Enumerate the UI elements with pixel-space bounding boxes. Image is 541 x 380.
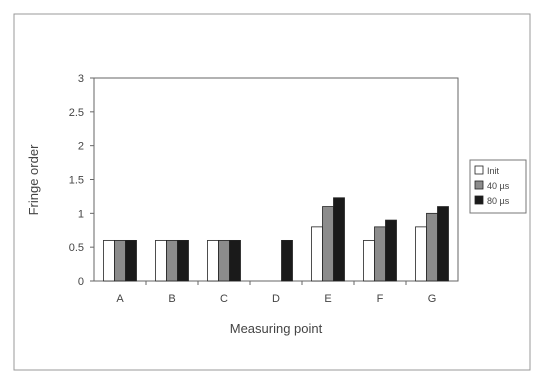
bar-d-series-3	[281, 239, 293, 282]
bar-c-series-3	[229, 239, 241, 282]
x-tick-label-e: E	[324, 293, 331, 305]
y-tick-label: 1.5	[69, 175, 84, 187]
legend-swatch-series-2	[474, 180, 484, 190]
bar-g-series-1	[415, 226, 427, 282]
bar-f-series-1	[363, 239, 375, 282]
bar-a-series-2	[114, 239, 126, 282]
y-tick-label: 2	[78, 141, 84, 153]
bar-b-series-2	[166, 239, 178, 282]
bar-f-series-2	[374, 226, 386, 282]
y-tick-label: 0	[78, 276, 84, 288]
x-tick-label-f: F	[377, 293, 384, 305]
plot-area	[93, 77, 459, 282]
legend-swatch-series-1	[474, 165, 484, 175]
bars	[103, 197, 449, 282]
x-tick-label-b: B	[168, 293, 175, 305]
legend: Init 40 µs 80 µs	[469, 159, 527, 214]
y-tick-label: 1	[78, 208, 84, 220]
bar-c-series-1	[207, 239, 219, 282]
bar-e-series-1	[311, 226, 323, 282]
bar-a-series-1	[103, 239, 115, 282]
y-tick-label: 3	[78, 73, 84, 85]
bar-a-series-3	[125, 239, 137, 282]
x-axis-label: Measuring point	[230, 321, 323, 336]
y-tick-label: 0.5	[69, 242, 84, 254]
legend-label-series-1: Init	[487, 166, 500, 176]
bar-f-series-3	[385, 219, 397, 282]
x-tick-label-g: G	[428, 293, 437, 305]
x-ticks: A B C D E F G	[116, 281, 436, 305]
legend-label-series-2: 40 µs	[487, 181, 510, 191]
bar-b-series-1	[155, 239, 167, 282]
x-tick-label-a: A	[116, 293, 124, 305]
bar-e-series-2	[322, 206, 334, 282]
y-tick-label: 2.5	[69, 107, 84, 119]
bar-g-series-3	[437, 206, 449, 282]
bar-e-series-3	[333, 197, 345, 282]
legend-label-series-3: 80 µs	[487, 196, 510, 206]
bar-b-series-3	[177, 239, 189, 282]
y-ticks: 0 0.5 1 1.5 2 2.5 3	[69, 73, 94, 288]
bar-g-series-2	[426, 212, 438, 282]
bar-c-series-2	[218, 239, 230, 282]
legend-swatch-series-3	[474, 195, 484, 205]
x-tick-label-d: D	[272, 293, 280, 305]
y-axis-label: Fringe order	[26, 144, 41, 215]
x-tick-label-c: C	[220, 293, 228, 305]
